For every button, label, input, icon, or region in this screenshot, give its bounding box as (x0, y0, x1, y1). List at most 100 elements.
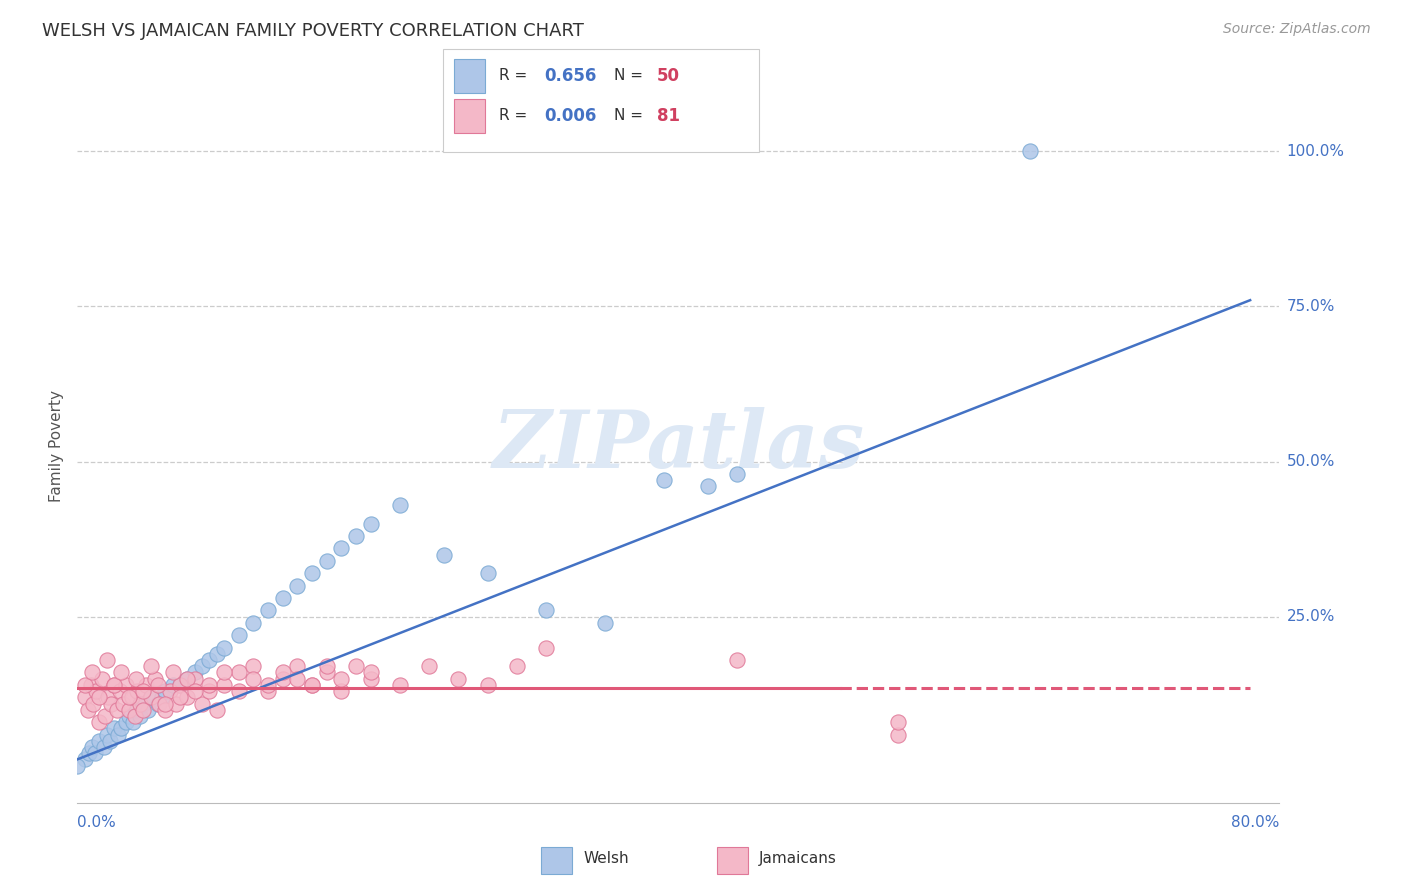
Point (176, 672, 198, 686)
Point (146, 697, 169, 711)
Point (183, 672, 205, 686)
Text: 100.0%: 100.0% (1286, 144, 1344, 159)
Point (73, 678, 96, 692)
Point (360, 665, 382, 680)
Point (117, 709, 139, 723)
Point (285, 579, 308, 593)
Text: N =: N = (614, 109, 644, 123)
Text: Source: ZipAtlas.com: Source: ZipAtlas.com (1223, 22, 1371, 37)
Point (105, 703, 128, 717)
Point (212, 678, 235, 692)
Point (155, 697, 177, 711)
Text: N =: N = (614, 69, 644, 83)
Point (593, 615, 616, 630)
Point (169, 678, 191, 692)
Point (418, 659, 440, 673)
Point (198, 684, 221, 698)
Point (205, 647, 228, 661)
Point (536, 640, 558, 655)
Point (79, 678, 101, 692)
Point (228, 665, 250, 680)
Text: 80.0%: 80.0% (1232, 815, 1279, 830)
Point (315, 665, 337, 680)
Point (125, 672, 148, 686)
Point (176, 672, 198, 686)
Text: 50: 50 (657, 67, 679, 85)
Point (129, 697, 152, 711)
Point (388, 678, 411, 692)
Point (139, 690, 162, 705)
Point (159, 684, 181, 698)
Point (212, 665, 235, 680)
Point (155, 684, 177, 698)
Point (212, 640, 235, 655)
Point (330, 672, 353, 686)
Point (98, 733, 121, 747)
Point (205, 703, 228, 717)
Point (82, 697, 104, 711)
Point (725, 467, 748, 481)
Text: 0.006: 0.006 (544, 107, 596, 125)
Point (388, 498, 411, 512)
Point (477, 678, 499, 692)
Point (198, 653, 221, 667)
Text: Jamaicans: Jamaicans (759, 851, 837, 865)
Point (80, 665, 103, 680)
Point (110, 665, 132, 680)
Point (93, 739, 115, 754)
Point (110, 722, 132, 736)
Point (228, 628, 250, 642)
Point (117, 690, 139, 705)
Point (139, 659, 162, 673)
Point (285, 659, 308, 673)
Text: Welsh: Welsh (583, 851, 628, 865)
Point (150, 690, 173, 705)
Point (124, 709, 146, 723)
Point (301, 678, 323, 692)
Point (198, 678, 221, 692)
Point (132, 703, 155, 717)
Point (257, 678, 280, 692)
Text: WELSH VS JAMAICAN FAMILY POVERTY CORRELATION CHART: WELSH VS JAMAICAN FAMILY POVERTY CORRELA… (42, 22, 583, 40)
Point (191, 659, 214, 673)
Point (162, 678, 184, 692)
Point (183, 684, 205, 698)
Point (162, 665, 184, 680)
Point (242, 672, 264, 686)
Point (132, 697, 155, 711)
Point (433, 548, 456, 562)
Point (887, 715, 910, 730)
Text: 0.656: 0.656 (544, 67, 596, 85)
Point (108, 684, 131, 698)
Point (73, 752, 96, 766)
Point (114, 678, 136, 692)
Point (139, 690, 162, 705)
Text: R =: R = (499, 109, 527, 123)
Point (76, 703, 98, 717)
Point (96, 653, 118, 667)
Point (132, 684, 155, 698)
Point (506, 659, 529, 673)
Point (315, 659, 337, 673)
Point (129, 709, 152, 723)
Point (271, 672, 294, 686)
Text: 75.0%: 75.0% (1286, 299, 1336, 314)
Point (114, 715, 136, 730)
Point (89, 733, 111, 747)
Point (122, 715, 145, 730)
Point (301, 566, 323, 581)
Point (447, 672, 470, 686)
Point (1019, 145, 1042, 159)
Point (148, 697, 170, 711)
Y-axis label: Family Poverty: Family Poverty (49, 390, 65, 502)
Text: 25.0%: 25.0% (1286, 609, 1336, 624)
Point (136, 703, 159, 717)
Point (536, 603, 558, 617)
Point (96, 727, 118, 741)
Point (228, 684, 250, 698)
Point (121, 690, 143, 705)
Point (725, 653, 748, 667)
Point (169, 678, 191, 692)
Point (125, 703, 148, 717)
Point (330, 541, 353, 556)
